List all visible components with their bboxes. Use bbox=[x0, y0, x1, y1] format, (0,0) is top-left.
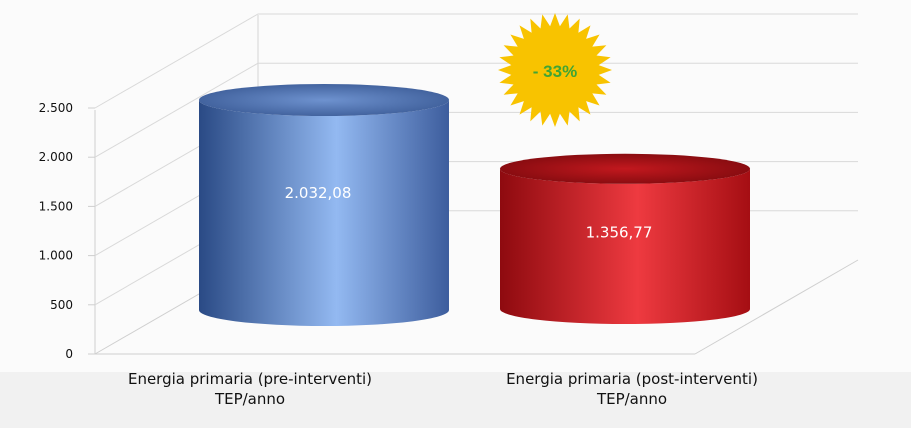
y-tick-label: 500 bbox=[50, 298, 73, 312]
reduction-badge-burst bbox=[498, 13, 612, 127]
bar-post-interventi-body bbox=[500, 168, 750, 324]
data-label: 1.356,77 bbox=[586, 224, 653, 242]
gridline bbox=[94, 13, 858, 109]
bar-pre-interventi-body bbox=[199, 100, 449, 326]
y-tick-label: 1.000 bbox=[39, 249, 73, 263]
bars bbox=[199, 84, 750, 326]
category-label-post: Energia primaria (post-interventi) TEP/a… bbox=[506, 370, 758, 408]
y-tick-label: 2.500 bbox=[39, 101, 73, 115]
y-tick-label: 0 bbox=[65, 347, 73, 361]
reduction-badge: - 33% bbox=[498, 13, 612, 127]
gridline bbox=[94, 62, 858, 158]
bar-pre-interventi-top bbox=[199, 84, 449, 116]
category-label-pre: Energia primaria (pre-interventi) TEP/an… bbox=[127, 370, 373, 408]
bar-post-interventi-top bbox=[500, 153, 750, 184]
data-labels: 2.032,08 1.356,77 bbox=[285, 184, 653, 241]
data-label: 2.032,08 bbox=[285, 184, 352, 202]
y-tick-label: 1.500 bbox=[39, 199, 73, 213]
floor-right-edge bbox=[694, 259, 859, 355]
bar-pre-interventi bbox=[199, 84, 449, 326]
bar-post-interventi bbox=[500, 153, 750, 324]
bottom-band bbox=[0, 372, 911, 428]
y-tick-label: 2.000 bbox=[39, 150, 73, 164]
reduction-badge-text: - 33% bbox=[533, 62, 577, 81]
y-axis-ticks: 0 500 1.000 1.500 2.000 2.500 bbox=[39, 101, 95, 361]
plot-area bbox=[0, 0, 911, 372]
